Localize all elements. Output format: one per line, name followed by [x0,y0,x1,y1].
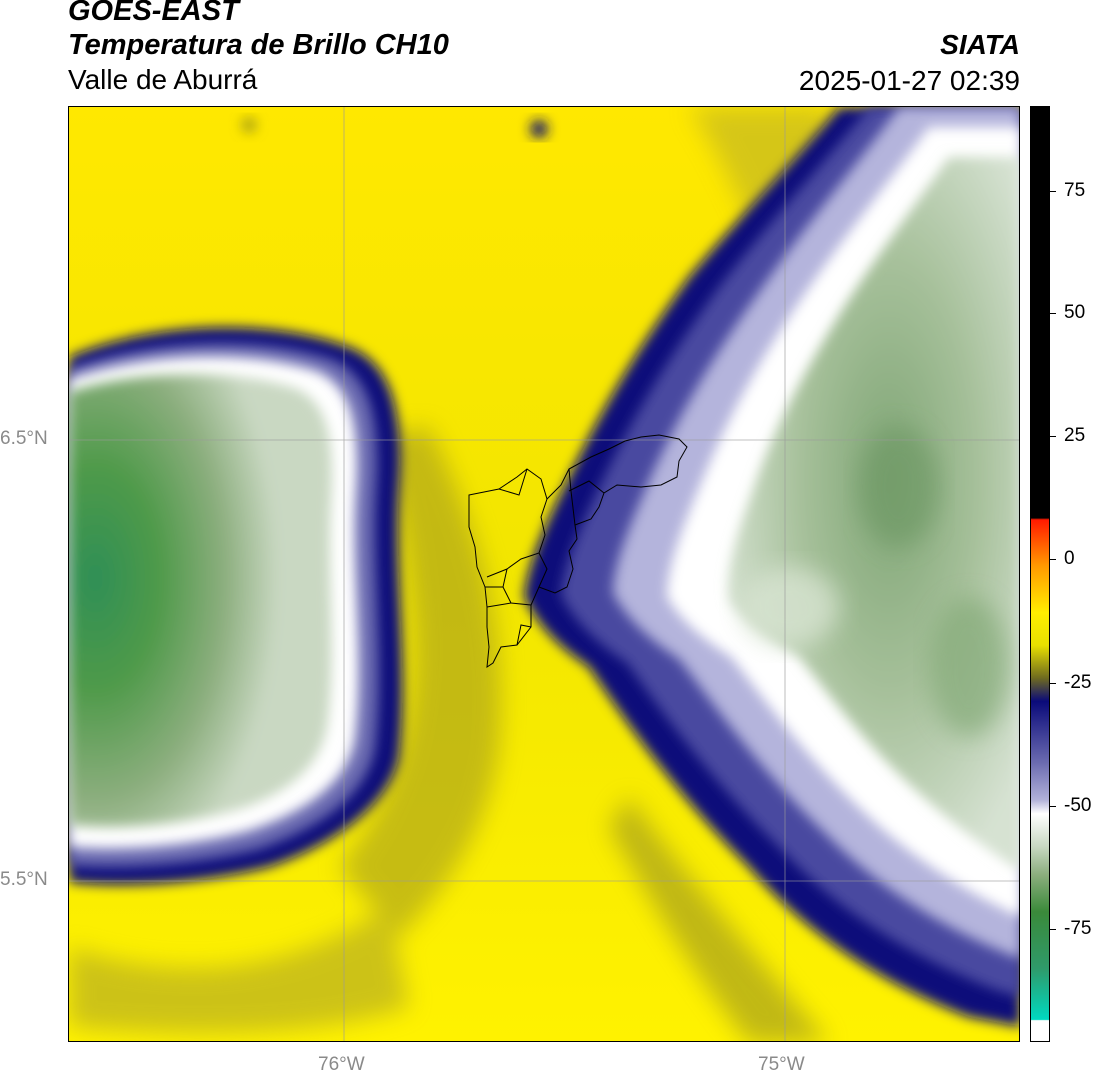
lat-label-6-5: 6.5°N [0,428,48,449]
gridlines [69,107,1019,1041]
small-cloud-cells [241,117,548,138]
title-block: GOES-EAST Temperatura de Brillo CH10 Val… [68,0,449,98]
right-cloud-system [524,107,1019,1027]
cb-tick-minus-50 [1050,806,1056,807]
left-cloud-system [69,327,403,885]
product-title: Temperatura de Brillo CH10 [68,29,449,61]
brightness-temperature-field [69,107,1019,1041]
cb-label-minus-75: -75 [1064,918,1092,939]
colorbar-gradient [1031,107,1049,1041]
cb-tick-minus-25 [1050,683,1056,684]
cb-tick-75 [1050,191,1056,192]
satellite-map [68,106,1020,1042]
cb-label-minus-25: -25 [1064,672,1092,693]
olive-shading [69,107,829,1041]
cb-label-minus-50: -50 [1064,795,1092,816]
cb-label-0: 0 [1064,548,1075,569]
colorbar [1030,106,1050,1042]
satellite-title: GOES-EAST [68,0,239,27]
cb-label-50: 50 [1064,302,1086,323]
cb-label-25: 25 [1064,425,1086,446]
cb-tick-minus-75 [1050,929,1056,930]
lat-label-5-5: 5.5°N [0,869,48,890]
cb-tick-0 [1050,559,1056,560]
organization-label: SIATA [940,29,1020,60]
lon-label-76: 76°W [318,1054,365,1075]
cb-tick-25 [1050,436,1056,437]
region-title: Valle de Aburrá [68,64,258,95]
municipality-boundaries [468,434,688,669]
cb-label-75: 75 [1064,180,1086,201]
lon-label-75: 75°W [758,1054,805,1075]
timestamp-label: 2025-01-27 02:39 [798,65,1020,96]
cb-tick-50 [1050,313,1056,314]
right-header: SIATA 2025-01-27 02:39 [799,27,1020,99]
